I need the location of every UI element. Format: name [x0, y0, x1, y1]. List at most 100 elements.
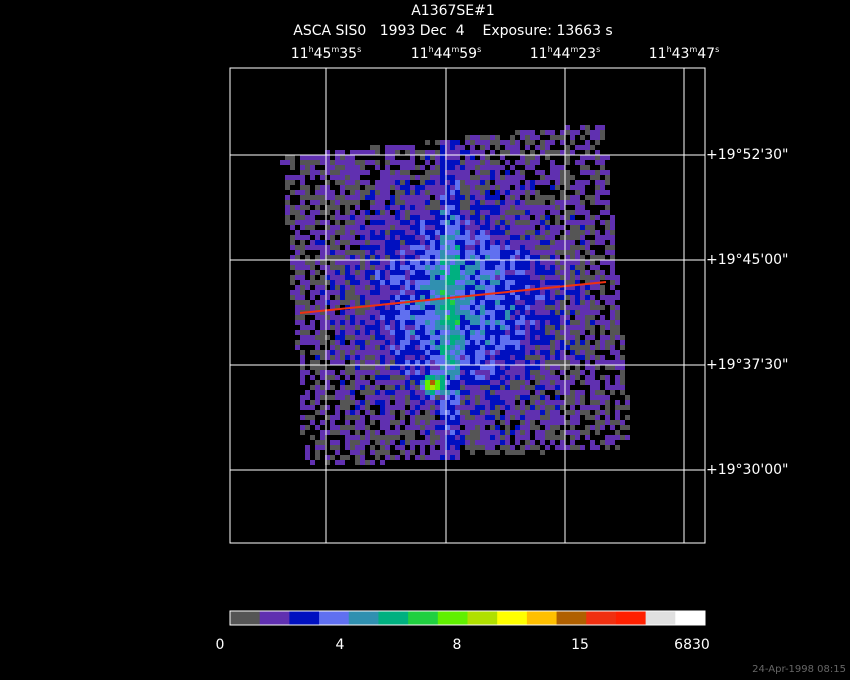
pixel: [370, 295, 375, 300]
pixel: [605, 320, 610, 325]
pixel: [350, 365, 355, 370]
pixel: [445, 300, 450, 305]
pixel: [610, 440, 615, 445]
pixel: [410, 280, 415, 285]
pixel: [455, 380, 460, 385]
pixel: [440, 295, 445, 300]
pixel: [440, 400, 445, 405]
pixel: [590, 285, 595, 290]
pixel: [370, 330, 375, 335]
pixel: [475, 240, 480, 245]
pixel: [365, 390, 370, 395]
pixel: [525, 365, 530, 370]
pixel: [510, 175, 515, 180]
pixel: [535, 265, 540, 270]
pixel: [350, 165, 355, 170]
pixel: [360, 160, 365, 165]
pixel: [450, 300, 455, 305]
pixel: [315, 190, 320, 195]
pixel: [550, 255, 555, 260]
pixel: [610, 295, 615, 300]
pixel: [410, 225, 415, 230]
pixel: [475, 195, 480, 200]
pixel: [380, 365, 385, 370]
pixel: [465, 190, 470, 195]
pixel: [435, 350, 440, 355]
pixel: [410, 285, 415, 290]
pixel: [530, 260, 535, 265]
pixel: [485, 395, 490, 400]
pixel: [425, 395, 430, 400]
pixel: [430, 310, 435, 315]
pixel: [305, 305, 310, 310]
pixel: [345, 295, 350, 300]
pixel: [385, 240, 390, 245]
pixel: [500, 440, 505, 445]
pixel: [350, 320, 355, 325]
pixel: [425, 210, 430, 215]
pixel: [535, 135, 540, 140]
pixel: [330, 255, 335, 260]
pixel: [565, 380, 570, 385]
pixel: [485, 345, 490, 350]
pixel: [590, 330, 595, 335]
pixel: [450, 335, 455, 340]
pixel: [345, 200, 350, 205]
pixel: [520, 260, 525, 265]
pixel: [385, 455, 390, 460]
pixel: [490, 195, 495, 200]
pixel: [450, 250, 455, 255]
colorbar-swatch: [526, 611, 558, 625]
pixel: [340, 215, 345, 220]
pixel: [430, 425, 435, 430]
pixel: [470, 145, 475, 150]
pixel: [555, 320, 560, 325]
pixel: [560, 295, 565, 300]
pixel: [500, 435, 505, 440]
pixel: [425, 340, 430, 345]
pixel: [335, 445, 340, 450]
pixel: [620, 420, 625, 425]
pixel: [340, 300, 345, 305]
pixel: [425, 405, 430, 410]
pixel: [360, 370, 365, 375]
pixel: [535, 445, 540, 450]
pixel: [605, 345, 610, 350]
pixel: [345, 205, 350, 210]
pixel: [450, 450, 455, 455]
pixel: [430, 335, 435, 340]
pixel: [525, 235, 530, 240]
colorbar-swatch: [467, 611, 498, 625]
pixel: [320, 195, 325, 200]
pixel: [485, 370, 490, 375]
pixel: [360, 455, 365, 460]
pixel: [490, 160, 495, 165]
pixel: [320, 315, 325, 320]
pixel: [450, 455, 455, 460]
pixel: [445, 290, 450, 295]
pixel: [465, 395, 470, 400]
pixel: [290, 225, 295, 230]
pixel: [465, 135, 470, 140]
pixel: [315, 280, 320, 285]
pixel: [335, 285, 340, 290]
colorbar-frame: [229, 610, 706, 626]
pixel: [410, 175, 415, 180]
pixel: [600, 275, 605, 280]
pixel: [465, 260, 470, 265]
pixel: [520, 335, 525, 340]
pixel: [570, 395, 575, 400]
pixel: [480, 385, 485, 390]
pixel: [495, 410, 500, 415]
pixel: [615, 415, 620, 420]
pixel: [460, 145, 465, 150]
pixel: [480, 205, 485, 210]
pixel: [580, 345, 585, 350]
pixel: [345, 320, 350, 325]
pixel: [455, 365, 460, 370]
pixel: [540, 350, 545, 355]
pixel: [395, 280, 400, 285]
pixel: [350, 345, 355, 350]
pixel: [615, 410, 620, 415]
pixel: [320, 365, 325, 370]
